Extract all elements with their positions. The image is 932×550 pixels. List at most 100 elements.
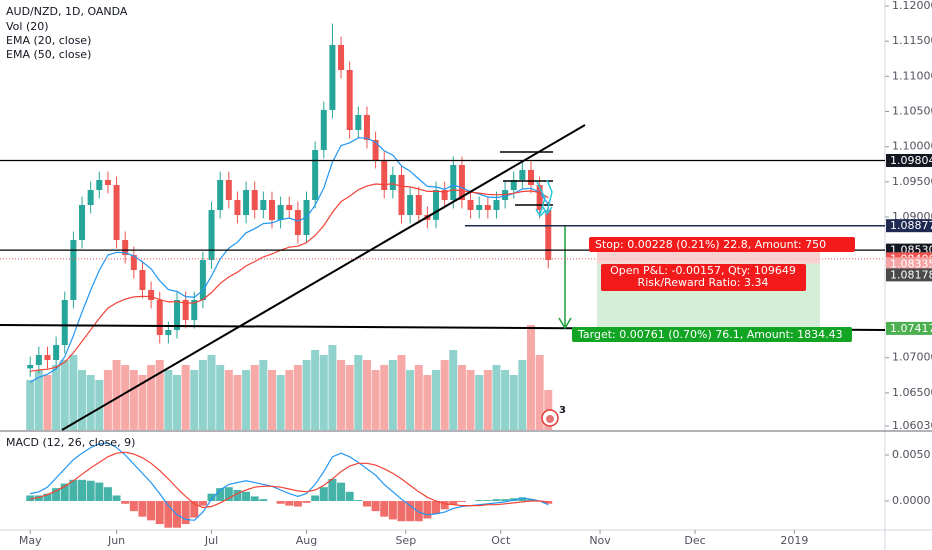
macd-histogram-bar xyxy=(293,501,302,507)
candle-body xyxy=(217,179,224,211)
pnl-label: Open P&L: -0.00157, Qty: 109649 xyxy=(610,264,796,277)
macd-histogram-bar xyxy=(198,501,207,506)
legend-entry: EMA (20, close) xyxy=(6,34,91,47)
volume-bar xyxy=(43,375,52,430)
macd-histogram-bar xyxy=(276,501,285,504)
pnl-label-box xyxy=(601,264,806,291)
macd-histogram-bar xyxy=(147,501,156,521)
candle-body xyxy=(199,260,206,300)
volume-bar xyxy=(164,370,173,430)
volume-bar xyxy=(527,325,535,430)
macd-line xyxy=(30,442,549,521)
volume-bar xyxy=(432,370,441,430)
macd-histogram-bar xyxy=(337,482,346,502)
candle-body xyxy=(156,299,163,336)
candle-body xyxy=(398,174,405,215)
macd-histogram-bar xyxy=(95,482,104,502)
volume-bar xyxy=(60,360,69,430)
candle-body xyxy=(260,200,267,211)
macd-histogram-bar xyxy=(492,499,501,502)
x-tick-label: Jul xyxy=(204,534,218,547)
volume-bar xyxy=(34,370,43,430)
volume-bar xyxy=(267,370,276,430)
volume-bar xyxy=(354,355,363,430)
volume-bar xyxy=(250,365,259,430)
volume-bar xyxy=(95,380,104,430)
price-tag xyxy=(886,321,932,335)
volume-bar xyxy=(26,380,35,430)
event-badge-icon xyxy=(546,415,554,423)
volume-bar xyxy=(302,360,311,430)
candle-body xyxy=(476,205,483,211)
candle-body xyxy=(510,179,517,191)
macd-histogram-bar xyxy=(354,500,363,502)
volume-bar xyxy=(319,355,328,430)
x-tick-label: Jun xyxy=(107,534,125,547)
price-tag-label: 1.07417 xyxy=(890,322,932,335)
candle-body xyxy=(165,330,172,336)
volume-bar xyxy=(337,360,346,430)
y-tick-label: 0.0000 xyxy=(892,494,931,507)
y-tick-label: 1.07000 xyxy=(892,351,932,364)
macd-histogram-bar xyxy=(457,501,466,502)
legend-entry: EMA (50, close) xyxy=(6,48,91,61)
badge-count: 3 xyxy=(559,405,566,416)
candle-body xyxy=(441,190,448,201)
x-tick-label: Aug xyxy=(296,534,317,547)
volume-bar xyxy=(69,355,78,430)
candle-body xyxy=(355,114,362,131)
volume-bar xyxy=(216,365,225,430)
macd-histogram-bar xyxy=(475,500,484,502)
macd-histogram-bar xyxy=(285,501,294,506)
volume-bar xyxy=(207,355,216,430)
volume-bar xyxy=(129,370,138,430)
candle-body xyxy=(320,109,327,150)
volume-bar xyxy=(190,370,199,430)
volume-bar xyxy=(173,375,181,430)
macd-histogram-bar xyxy=(518,497,527,502)
candle-body xyxy=(61,299,68,346)
macd-histogram-bar xyxy=(155,501,164,525)
arrow xyxy=(542,179,553,216)
macd-histogram-bar xyxy=(544,501,553,504)
candle-body xyxy=(415,195,422,215)
volume-bar xyxy=(233,375,242,430)
volume-bar xyxy=(406,370,415,430)
candle-body xyxy=(122,239,129,256)
candle-body xyxy=(44,355,51,360)
macd-histogram-bar xyxy=(43,493,52,502)
candle-body xyxy=(312,149,319,201)
candle-body xyxy=(35,355,42,365)
stop-label-box xyxy=(589,237,855,252)
candle-body xyxy=(346,70,353,131)
x-tick-label: Nov xyxy=(589,534,611,547)
macd-histogram-bar xyxy=(432,501,441,514)
volume-bar xyxy=(86,375,95,430)
price-tag xyxy=(886,257,932,271)
macd-histogram-bar xyxy=(328,478,337,502)
macd-histogram-bar xyxy=(250,496,259,502)
volume-bar xyxy=(293,365,302,430)
volume-bar xyxy=(483,370,492,430)
volume-bar xyxy=(276,375,285,430)
macd-histogram-bar xyxy=(60,483,69,502)
macd-histogram-bar xyxy=(86,480,95,502)
volume-bar xyxy=(440,360,449,430)
candle-body xyxy=(484,205,491,211)
candle-body xyxy=(294,210,301,235)
volume-bar xyxy=(449,350,458,430)
candle-body xyxy=(191,299,198,321)
candle-body xyxy=(381,159,388,191)
macd-histogram-bar xyxy=(34,495,43,502)
volume-bar xyxy=(224,370,233,430)
candle-body xyxy=(53,345,60,360)
candle-body xyxy=(70,239,77,300)
macd-histogram-bar xyxy=(78,479,87,502)
macd-histogram-bar xyxy=(527,499,535,502)
macd-histogram-bar xyxy=(319,487,328,502)
y-tick-label: 1.10500 xyxy=(892,105,932,118)
macd-histogram-bar xyxy=(233,489,242,502)
stop-label: Stop: 0.00228 (0.21%) 22.8, Amount: 750 xyxy=(595,238,826,251)
candle-body xyxy=(148,289,155,300)
candle-body xyxy=(277,205,284,220)
